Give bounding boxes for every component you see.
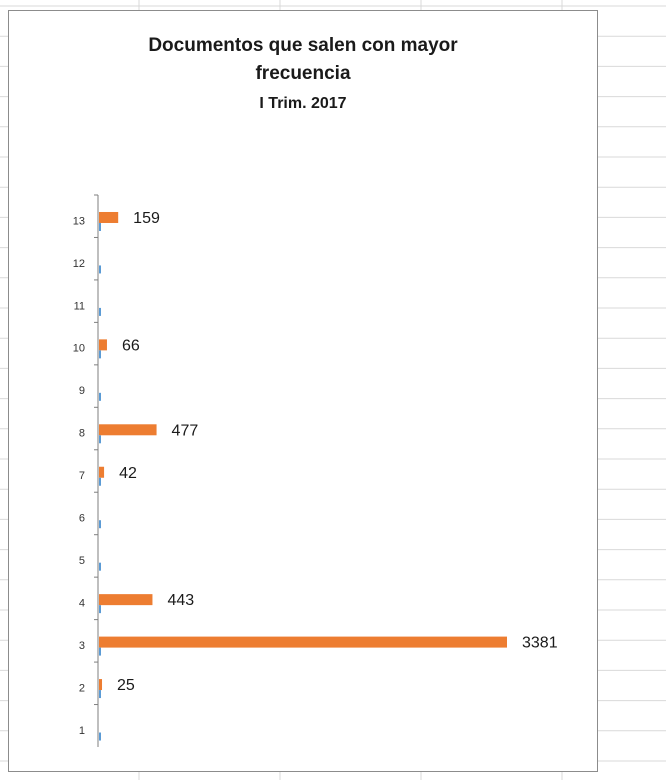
chart-area[interactable]: Documentos que salen con mayor frecuenci… xyxy=(8,10,598,772)
bar-series-1 xyxy=(99,732,101,741)
bar-series-1 xyxy=(99,647,101,656)
category-tick-label: 5 xyxy=(79,555,85,567)
bar-series-1 xyxy=(99,690,101,699)
chart-title-line-2: frecuencia xyxy=(255,63,351,84)
category-tick-label: 1 xyxy=(79,725,85,737)
bar-series-1 xyxy=(99,435,101,444)
bar-series-2 xyxy=(99,211,119,223)
category-tick-label: 8 xyxy=(79,428,85,440)
category-tick-label: 3 xyxy=(79,640,85,652)
category-tick-label: 9 xyxy=(79,385,85,397)
category-tick-label: 11 xyxy=(74,300,85,312)
bar-series-2 xyxy=(99,424,157,436)
bar-series-1 xyxy=(99,392,101,401)
data-label: 66 xyxy=(122,337,140,354)
bar-series-1 xyxy=(99,520,101,529)
bar-series-1 xyxy=(99,307,101,316)
chart-subtitle: I Trim. 2017 xyxy=(259,95,347,112)
data-label: 3381 xyxy=(522,635,558,652)
bar-series-1 xyxy=(99,222,101,231)
category-tick-label: 6 xyxy=(79,513,85,525)
bar-series-1 xyxy=(99,562,101,571)
category-tick-label: 2 xyxy=(79,682,85,694)
category-tick-label: 4 xyxy=(79,598,85,610)
bar-series-2 xyxy=(99,339,107,351)
data-label: 443 xyxy=(167,592,194,609)
bar-series-2 xyxy=(99,466,105,478)
bar-series-1 xyxy=(99,350,101,359)
data-label: 42 xyxy=(119,465,137,482)
category-tick-label: 13 xyxy=(73,215,85,227)
bar-series-1 xyxy=(99,605,101,614)
category-tick-label: 12 xyxy=(73,258,85,270)
chart-title-line-1: Documentos que salen con mayor xyxy=(148,35,458,56)
bar-series-2 xyxy=(99,679,103,691)
category-tick-label: 7 xyxy=(79,470,85,482)
data-label: 477 xyxy=(172,422,199,439)
data-label: 159 xyxy=(133,210,160,227)
bar-series-1 xyxy=(99,265,101,274)
data-label: 25 xyxy=(117,677,135,694)
bar-series-1 xyxy=(99,477,101,486)
category-tick-label: 10 xyxy=(73,343,85,355)
bar-series-2 xyxy=(99,594,153,606)
bar-series-2 xyxy=(99,636,507,648)
